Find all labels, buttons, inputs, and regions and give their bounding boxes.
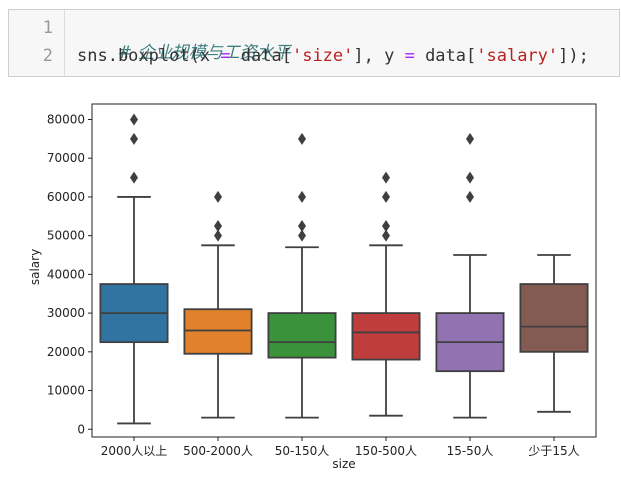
box-body bbox=[519, 283, 589, 353]
y-tick-label: 50000 bbox=[47, 229, 85, 243]
box-group bbox=[435, 132, 505, 419]
y-tick-label: 80000 bbox=[47, 112, 85, 126]
outlier-point bbox=[382, 171, 390, 184]
line-number: 1 bbox=[42, 18, 53, 38]
y-tick-label: 70000 bbox=[47, 151, 85, 165]
y-tick-label: 10000 bbox=[47, 384, 85, 398]
code-line-boxplot[interactable]: sns.boxplot(x = data['size'], y = data['… bbox=[77, 46, 589, 66]
y-tick-label: 40000 bbox=[47, 267, 85, 281]
y-tick-label: 30000 bbox=[47, 306, 85, 320]
outlier-point bbox=[130, 132, 138, 145]
axes-frame bbox=[91, 103, 597, 438]
box-group bbox=[351, 171, 421, 417]
axes-border bbox=[91, 103, 597, 438]
y-axis-label: salary bbox=[28, 249, 42, 285]
x-tick-label: 500-2000人 bbox=[183, 444, 253, 458]
code-token: sns.boxplot(x bbox=[77, 46, 221, 66]
box-group bbox=[183, 190, 253, 419]
box-body bbox=[351, 312, 421, 361]
outlier-point bbox=[382, 229, 390, 242]
outlier-point bbox=[466, 171, 474, 184]
outlier-point bbox=[298, 229, 306, 242]
box-group bbox=[519, 254, 589, 413]
code-token: ]); bbox=[558, 46, 589, 66]
code-string: 'salary' bbox=[476, 46, 559, 66]
boxplot-chart: 0 10000 20000 30000 40000 50000 60000 70000 8000… bbox=[28, 103, 597, 471]
box-group bbox=[267, 132, 337, 419]
ticks-layer: 0 10000 20000 30000 40000 50000 60000 70000 8000… bbox=[47, 112, 580, 458]
code-operator: = bbox=[220, 46, 231, 66]
code-token: ], y bbox=[353, 46, 405, 66]
y-tick-label: 0 bbox=[77, 422, 85, 436]
outlier-point bbox=[382, 190, 390, 203]
x-tick-label: 2000人以上 bbox=[101, 444, 168, 458]
outlier-point bbox=[298, 219, 306, 232]
line-number-gutter: 1 2 bbox=[9, 10, 65, 76]
boxes-layer bbox=[99, 113, 589, 425]
outlier-point bbox=[130, 171, 138, 184]
y-tick-label: 60000 bbox=[47, 190, 85, 204]
code-string: 'size' bbox=[291, 46, 354, 66]
code-token: data[ bbox=[230, 46, 292, 66]
x-tick-label: 50-150人 bbox=[275, 444, 330, 458]
code-line-comment[interactable]: # 企业规模与工资水平 bbox=[77, 18, 291, 83]
x-axis-label: size bbox=[332, 457, 355, 471]
outlier-point bbox=[298, 190, 306, 203]
outlier-point bbox=[130, 113, 138, 126]
y-tick-label: 20000 bbox=[47, 345, 85, 359]
outlier-point bbox=[466, 132, 474, 145]
box-body bbox=[183, 308, 253, 355]
box-group bbox=[99, 113, 169, 425]
x-tick-label: 150-500人 bbox=[355, 444, 417, 458]
code-operator: = bbox=[404, 46, 415, 66]
outlier-point bbox=[214, 229, 222, 242]
outlier-point bbox=[298, 132, 306, 145]
outlier-point bbox=[466, 190, 474, 203]
code-cell[interactable]: 1 2 # 企业规模与工资水平 sns.boxplot(x = data['si… bbox=[8, 9, 620, 77]
plot-output: 0 10000 20000 30000 40000 50000 60000 70000 8000… bbox=[0, 84, 621, 489]
line-number: 2 bbox=[42, 46, 53, 66]
code-comment: # 企业规模与工资水平 bbox=[117, 43, 291, 63]
box-body bbox=[267, 312, 337, 359]
outlier-point bbox=[214, 219, 222, 232]
outlier-point bbox=[382, 219, 390, 232]
x-tick-label: 少于15人 bbox=[528, 444, 579, 458]
x-tick-label: 15-50人 bbox=[447, 444, 494, 458]
code-token: data[ bbox=[414, 46, 477, 66]
outlier-point bbox=[214, 190, 222, 203]
